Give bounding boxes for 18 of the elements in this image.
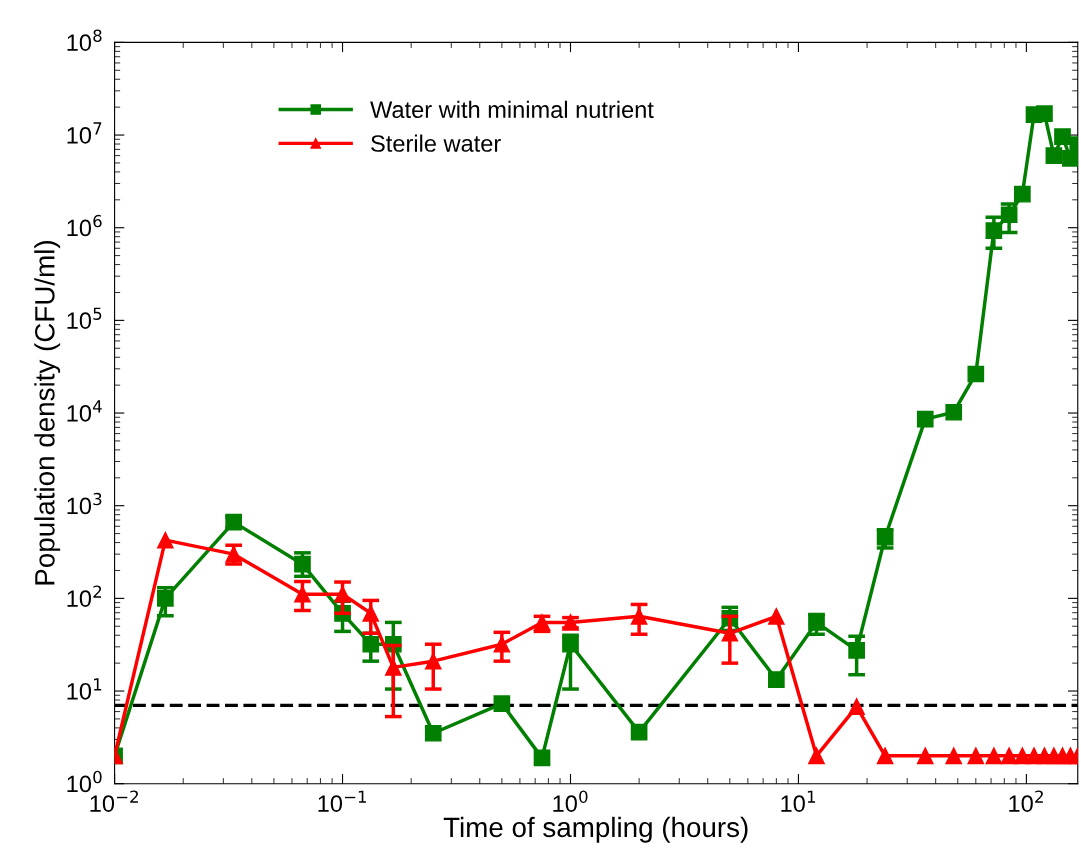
y-tick-label: 10$^{8}$ bbox=[67, 29, 102, 51]
y-tick-label: 10$^{3}$ bbox=[67, 492, 102, 515]
x-axis-title: Time of sampling (hours) bbox=[443, 816, 748, 843]
x-tick-label: 10$^{0}$ bbox=[553, 790, 588, 812]
legend-label: Water with minimal nutrient bbox=[370, 100, 654, 119]
x-tick-label: 10$^{2}$ bbox=[1009, 790, 1043, 812]
y-tick-label: 10$^{0}$ bbox=[67, 770, 102, 793]
x-tick-label: 10$^{−2}$ bbox=[90, 790, 138, 812]
legend-label: Sterile water bbox=[371, 134, 501, 152]
x-tick-label: 10$^{1}$ bbox=[781, 790, 816, 812]
y-tick-label: 10$^{4}$ bbox=[67, 400, 102, 422]
x-tick-label: 10$^{−1}$ bbox=[318, 790, 367, 812]
y-tick-label: 10$^{7}$ bbox=[67, 122, 102, 144]
y-axis-title: Population density (CFU/ml) bbox=[34, 241, 61, 585]
y-tick-label: 10$^{6}$ bbox=[67, 214, 102, 237]
y-tick-label: 10$^{1}$ bbox=[67, 678, 102, 700]
y-tick-label: 10$^{5}$ bbox=[67, 307, 102, 329]
y-tick-label: 10$^{2}$ bbox=[67, 585, 102, 607]
